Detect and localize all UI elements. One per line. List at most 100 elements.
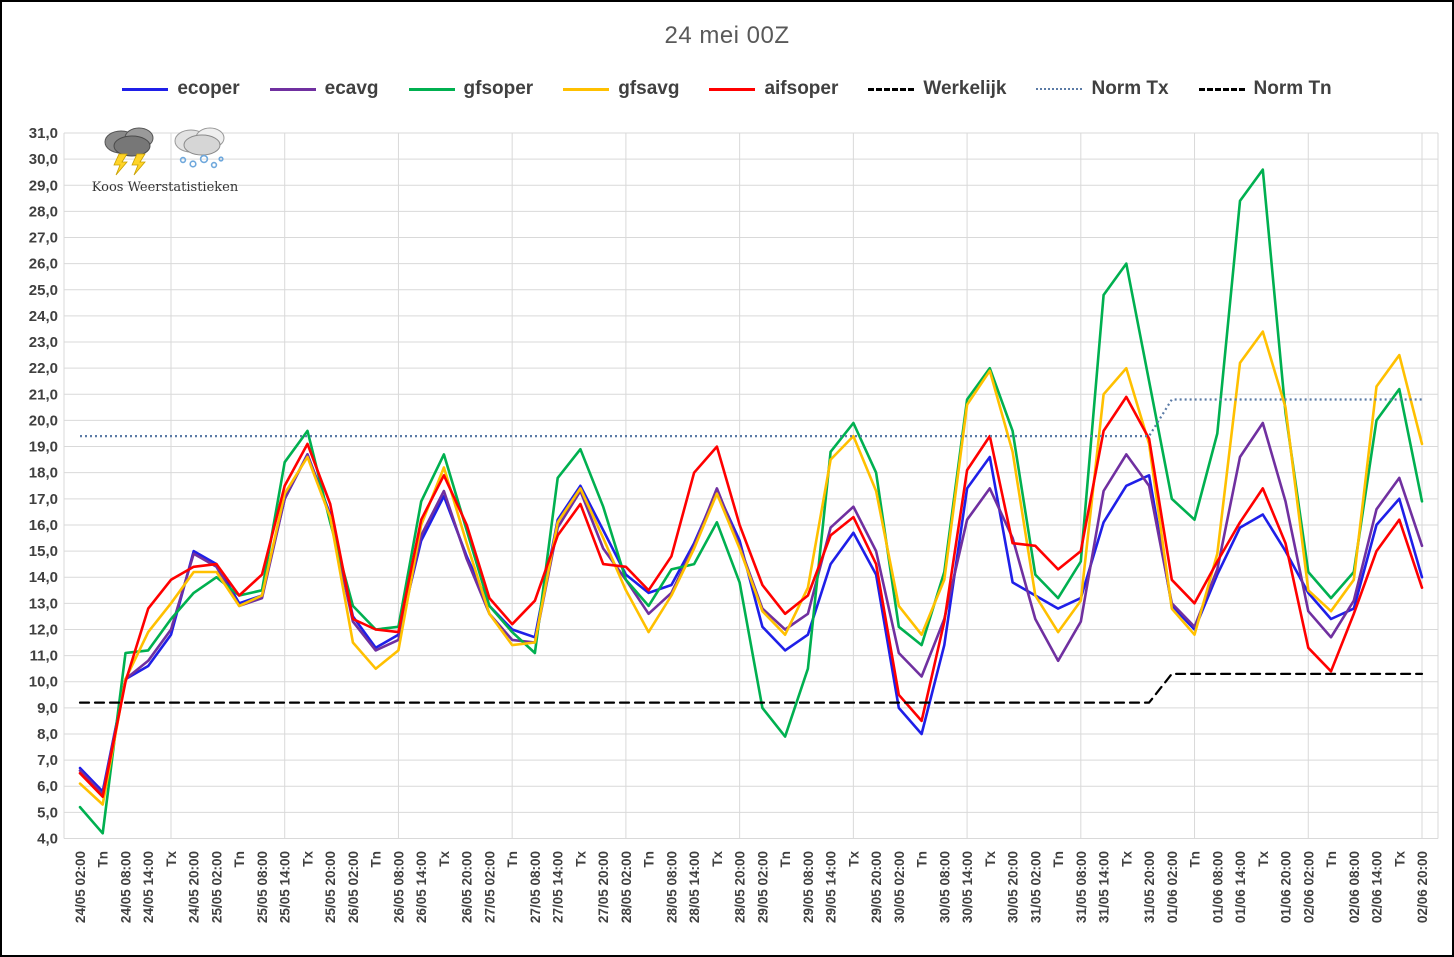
y-tick-label: 10,0 — [29, 674, 58, 691]
legend-label: ecoper — [177, 78, 240, 99]
legend-label: gfsavg — [618, 78, 680, 99]
y-tick-label: 15,0 — [29, 543, 58, 560]
y-tick-label: 20,0 — [29, 412, 58, 429]
legend-label: gfsoper — [463, 78, 534, 99]
y-tick-label: 8,0 — [37, 726, 58, 743]
y-tick-label: 13,0 — [29, 595, 58, 612]
legend-label: aifsoper — [764, 78, 839, 99]
logo: Koos Weerstatistieken — [90, 124, 240, 195]
x-tick-label: 28/05 08:00 — [664, 851, 679, 923]
y-tick-label: 7,0 — [37, 752, 58, 769]
x-tick-label: 02/06 02:00 — [1301, 851, 1316, 923]
y-tick-label: 6,0 — [37, 778, 58, 795]
x-tick-label: 31/05 20:00 — [1142, 851, 1157, 923]
y-tick-label: 25,0 — [29, 282, 58, 299]
x-tick-label: 28/05 14:00 — [687, 851, 702, 923]
legend-item-gfsavg: gfsavg — [563, 78, 679, 100]
x-tick-label: 24/05 02:00 — [73, 851, 88, 923]
y-tick-label: 9,0 — [37, 700, 58, 717]
x-tick-label: 25/05 08:00 — [255, 851, 270, 923]
x-tick-label: Tx — [846, 851, 861, 867]
x-tick-label: Tx — [1119, 851, 1134, 867]
y-tick-label: 17,0 — [29, 491, 58, 508]
x-tick-label: 24/05 14:00 — [141, 851, 156, 923]
x-tick-label: Tx — [300, 851, 315, 867]
x-tick-label: Tn — [915, 851, 930, 868]
x-tick-label: Tn — [96, 851, 111, 868]
y-tick-label: 26,0 — [29, 256, 58, 273]
legend-line-sample — [868, 87, 915, 91]
x-tick-label: Tn — [505, 851, 520, 868]
x-tick-label: 25/05 14:00 — [278, 851, 293, 923]
y-tick-label: 16,0 — [29, 517, 58, 534]
hail-cloud-icon — [174, 127, 225, 169]
x-tick-label: 26/05 14:00 — [414, 851, 429, 923]
x-tick-label: 31/05 08:00 — [1074, 851, 1089, 923]
x-tick-label: 30/05 14:00 — [960, 851, 975, 923]
legend-item-gfsoper: gfsoper — [408, 78, 534, 100]
y-tick-label: 21,0 — [29, 386, 58, 403]
y-tick-label: 18,0 — [29, 465, 58, 482]
y-tick-label: 4,0 — [37, 831, 58, 848]
series-line-norm-tx — [80, 398, 1422, 438]
x-tick-label: 27/05 20:00 — [596, 851, 611, 923]
x-tick-label: Tn — [232, 851, 247, 868]
logo-clouds — [90, 124, 240, 176]
x-tick-label: 30/05 02:00 — [892, 851, 907, 923]
x-tick-label: 02/06 08:00 — [1347, 851, 1362, 923]
x-tick-label: 31/05 02:00 — [1028, 851, 1043, 923]
logo-caption: Koos Weerstatistieken — [91, 180, 239, 195]
x-tick-label: 28/05 02:00 — [619, 851, 634, 923]
y-tick-label: 22,0 — [29, 360, 58, 377]
legend-line-sample — [122, 87, 169, 91]
x-tick-label: 28/05 20:00 — [733, 851, 748, 923]
legend-line-sample — [563, 87, 610, 91]
legend-line-sample — [1036, 88, 1083, 90]
x-tick-label: Tx — [1256, 851, 1271, 867]
legend-item-aifsoper: aifsoper — [709, 78, 838, 100]
x-tick-label: 29/05 20:00 — [869, 851, 884, 923]
x-tick-label: 26/05 02:00 — [346, 851, 361, 923]
x-tick-label: 31/05 14:00 — [1097, 851, 1112, 923]
x-tick-label: Tn — [642, 851, 657, 868]
legend-label: Norm Tn — [1253, 78, 1332, 99]
x-tick-label: Tx — [164, 851, 179, 867]
x-tick-label: 29/05 14:00 — [824, 851, 839, 923]
x-tick-label: 01/06 08:00 — [1210, 851, 1225, 923]
series-line-norm-tn — [78, 672, 1424, 704]
x-tick-label: 30/05 20:00 — [1006, 851, 1021, 923]
x-tick-label: 01/06 02:00 — [1165, 851, 1180, 923]
x-tick-label: 24/05 20:00 — [187, 851, 202, 923]
x-tick-label: 27/05 14:00 — [551, 851, 566, 923]
chart-legend: ecoper ecavg gfsoper gfsavg aifsoper Werkelij… — [2, 78, 1452, 100]
y-tick-label: 31,0 — [29, 125, 58, 142]
x-tick-label: 29/05 08:00 — [801, 851, 816, 923]
x-tick-label: Tn — [369, 851, 384, 868]
legend-item-werkelijk: Werkelijk — [868, 78, 1006, 100]
y-tick-label: 11,0 — [30, 648, 58, 665]
legend-item-norm-tx: Norm Tx — [1036, 78, 1169, 100]
x-tick-label: 26/05 08:00 — [391, 851, 406, 923]
x-tick-label: Tx — [983, 851, 998, 867]
x-tick-label: 29/05 02:00 — [755, 851, 770, 923]
x-tick-label: 27/05 08:00 — [528, 851, 543, 923]
legend-item-ecavg: ecavg — [269, 78, 379, 100]
legend-line-sample — [269, 87, 316, 91]
x-tick-label: Tx — [1392, 851, 1407, 867]
x-tick-label: 25/05 20:00 — [323, 851, 338, 923]
y-tick-label: 14,0 — [29, 569, 58, 586]
x-tick-label: Tx — [437, 851, 452, 867]
y-tick-label: 5,0 — [37, 804, 58, 821]
legend-label: Werkelijk — [923, 78, 1007, 99]
legend-line-sample — [1198, 87, 1245, 91]
x-tick-label: Tn — [1324, 851, 1339, 868]
legend-label: ecavg — [324, 78, 379, 99]
x-tick-label: Tx — [573, 851, 588, 867]
x-tick-label: 24/05 08:00 — [118, 851, 133, 923]
x-tick-label: 01/06 20:00 — [1279, 851, 1294, 923]
series-line-gfsoper — [78, 168, 1424, 835]
y-tick-label: 24,0 — [29, 308, 58, 325]
legend-item-norm-tn: Norm Tn — [1198, 78, 1332, 100]
